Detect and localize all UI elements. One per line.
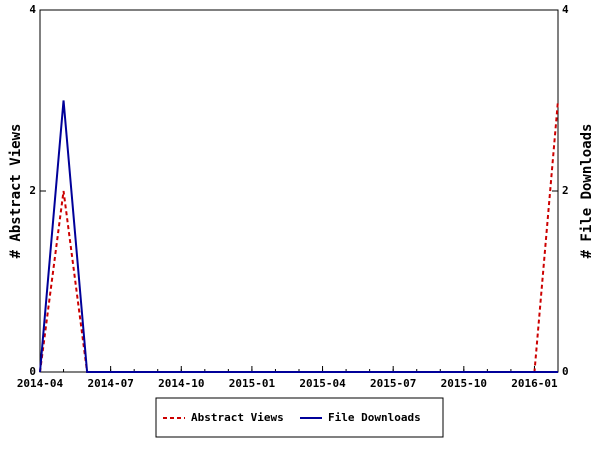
series-line [39,100,558,373]
series-line [39,100,559,373]
x-tick-label: 2015-07 [370,377,416,390]
y-tick-label: 2 [29,184,36,197]
y2-tick-label: 2 [562,184,569,197]
x-tick-label: 2015-01 [229,377,276,390]
y2-tick-label: 0 [562,365,569,378]
legend-box [155,397,444,438]
y2-axis-title: # File Downloads [579,124,595,259]
x-tick-label: 2015-10 [441,377,487,390]
x-tick-label: 2016-01 [511,377,558,390]
x-tick-label: 2014-04 [17,377,64,390]
y-tick-label: 4 [29,3,36,16]
legend-label: Abstract Views [191,411,284,424]
y2-tick-label: 4 [562,3,569,16]
y-axis-title: # Abstract Views [8,124,24,259]
x-tick-label: 2015-04 [299,377,346,390]
plot-frame [39,9,559,373]
x-tick-label: 2014-07 [87,377,133,390]
legend-label: File Downloads [328,411,421,424]
y-tick-label: 0 [29,365,36,378]
x-tick-label: 2014-10 [158,377,204,390]
